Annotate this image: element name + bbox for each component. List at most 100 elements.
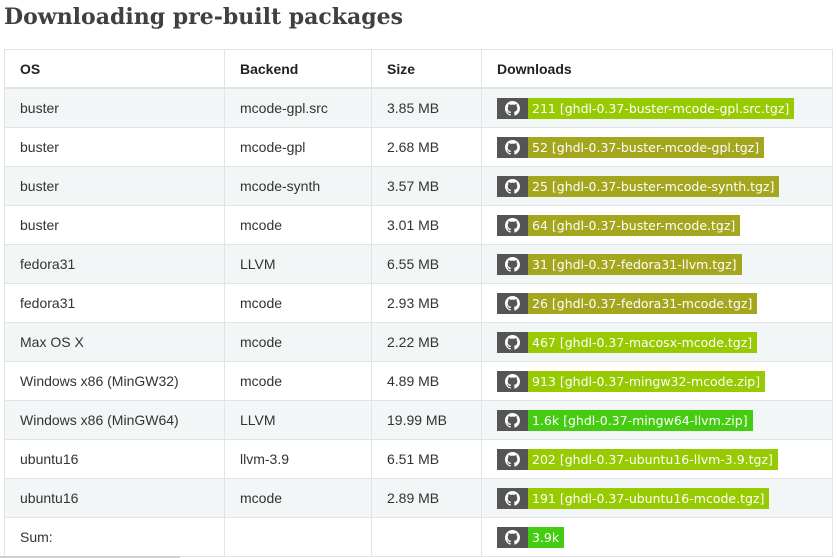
table-row: buster mcode 3.01 MB 64 [ghdl-0.37-buster-m… [4, 205, 833, 245]
github-icon [497, 526, 528, 548]
cell-downloads: 1.6k [ghdl-0.37-mingw64-llvm.zip] [481, 400, 833, 440]
cell-size: 6.51 MB [371, 439, 482, 479]
cell-size: 2.89 MB [371, 478, 482, 518]
cell-os: Max OS X [4, 322, 225, 362]
cell-size: 19.99 MB [371, 400, 482, 440]
table-row: buster mcode-gpl 2.68 MB 52 [ghdl-0.37-bust… [4, 127, 833, 167]
cell-os: ubuntu16 [4, 439, 225, 479]
download-badge-link[interactable]: 25 [ghdl-0.37-buster-mcode-synth.tgz] [497, 175, 780, 197]
download-badge-link[interactable]: 211 [ghdl-0.37-buster-mcode-gpl.src.tgz] [497, 97, 795, 119]
cell-backend: LLVM [224, 400, 372, 440]
cell-size: 3.85 MB [371, 87, 482, 128]
download-badge-label: 211 [ghdl-0.37-buster-mcode-gpl.src.tgz] [528, 97, 795, 119]
cell-os: buster [4, 87, 225, 128]
cell-backend: llvm-3.9 [224, 439, 372, 479]
table-row: fedora31 mcode 2.93 MB 26 [ghdl-0.37-fedora… [4, 283, 833, 323]
github-icon [497, 175, 528, 197]
download-badge-label: 3.9k [528, 526, 565, 548]
page-title: Downloading pre-built packages [4, 4, 404, 30]
cell-size: 6.55 MB [371, 244, 482, 284]
github-icon [497, 448, 528, 470]
cell-sum-label: Sum: [4, 517, 225, 557]
download-badge-label: 191 [ghdl-0.37-ubuntu16-mcode.tgz] [528, 487, 770, 509]
download-badge-label: 52 [ghdl-0.37-buster-mcode-gpl.tgz] [528, 136, 765, 158]
cell-downloads: 211 [ghdl-0.37-buster-mcode-gpl.src.tgz] [481, 87, 833, 128]
cell-downloads: 31 [ghdl-0.37-fedora31-llvm.tgz] [481, 244, 833, 284]
cell-backend: mcode [224, 478, 372, 518]
github-icon [497, 487, 528, 509]
table-row: Windows x86 (MinGW32) mcode 4.89 MB 913 [gh… [4, 361, 833, 401]
table-row: buster mcode-synth 3.57 MB 25 [ghdl-0.37-bu… [4, 166, 833, 206]
cell-downloads: 913 [ghdl-0.37-mingw32-mcode.zip] [481, 361, 833, 401]
cell-os: fedora31 [4, 283, 225, 323]
page-scroll-edge [0, 556, 180, 558]
table-row-sum: Sum: 3.9k [4, 517, 833, 557]
download-badge-label: 913 [ghdl-0.37-mingw32-mcode.zip] [528, 370, 766, 392]
download-badge-link[interactable]: 202 [ghdl-0.37-ubuntu16-llvm-3.9.tgz] [497, 448, 778, 470]
github-icon [497, 409, 528, 431]
table-header-row: OS Backend Size Downloads [4, 49, 833, 89]
header-os: OS [4, 49, 225, 89]
table-row: ubuntu16 mcode 2.89 MB 191 [ghdl-0.37-ubunt… [4, 478, 833, 518]
cell-size: 4.89 MB [371, 361, 482, 401]
download-badge-link[interactable]: 64 [ghdl-0.37-buster-mcode.tgz] [497, 214, 741, 236]
cell-downloads: 202 [ghdl-0.37-ubuntu16-llvm-3.9.tgz] [481, 439, 833, 479]
cell-size: 2.22 MB [371, 322, 482, 362]
cell-os: Windows x86 (MinGW32) [4, 361, 225, 401]
cell-backend: mcode-gpl [224, 127, 372, 167]
github-icon [497, 136, 528, 158]
cell-os: buster [4, 205, 225, 245]
cell-backend: mcode-gpl.src [224, 87, 372, 128]
download-badge-link[interactable]: 191 [ghdl-0.37-ubuntu16-mcode.tgz] [497, 487, 770, 509]
table-row: Windows x86 (MinGW64) LLVM 19.99 MB 1.6k [g… [4, 400, 833, 440]
download-badge-label: 1.6k [ghdl-0.37-mingw64-llvm.zip] [528, 409, 753, 431]
table-row: fedora31 LLVM 6.55 MB 31 [ghdl-0.37-fedora3… [4, 244, 833, 284]
cell-backend: mcode [224, 322, 372, 362]
header-backend: Backend [224, 49, 372, 89]
cell-size: 3.01 MB [371, 205, 482, 245]
cell-downloads: 26 [ghdl-0.37-fedora31-mcode.tgz] [481, 283, 833, 323]
download-badge-link[interactable]: 3.9k [497, 526, 565, 548]
download-badge-label: 64 [ghdl-0.37-buster-mcode.tgz] [528, 214, 741, 236]
cell-backend: mcode-synth [224, 166, 372, 206]
cell-os: fedora31 [4, 244, 225, 284]
cell-os: buster [4, 127, 225, 167]
github-icon [497, 97, 528, 119]
download-badge-link[interactable]: 26 [ghdl-0.37-fedora31-mcode.tgz] [497, 292, 758, 314]
download-badge-link[interactable]: 467 [ghdl-0.37-macosx-mcode.tgz] [497, 331, 758, 353]
cell-downloads: 64 [ghdl-0.37-buster-mcode.tgz] [481, 205, 833, 245]
cell-empty [371, 517, 482, 557]
cell-backend: mcode [224, 361, 372, 401]
cell-os: Windows x86 (MinGW64) [4, 400, 225, 440]
download-badge-label: 26 [ghdl-0.37-fedora31-mcode.tgz] [528, 292, 758, 314]
download-badge-link[interactable]: 913 [ghdl-0.37-mingw32-mcode.zip] [497, 370, 766, 392]
cell-size: 3.57 MB [371, 166, 482, 206]
packages-table: OS Backend Size Downloads buster mcode-gp… [4, 49, 833, 557]
github-icon [497, 253, 528, 275]
cell-size: 2.68 MB [371, 127, 482, 167]
github-icon [497, 370, 528, 392]
header-downloads: Downloads [481, 49, 833, 89]
cell-downloads: 3.9k [481, 517, 833, 557]
download-badge-link[interactable]: 31 [ghdl-0.37-fedora31-llvm.tgz] [497, 253, 742, 275]
table-row: buster mcode-gpl.src 3.85 MB 211 [ghdl-0.37… [4, 87, 833, 128]
cell-backend: LLVM [224, 244, 372, 284]
download-badge-link[interactable]: 52 [ghdl-0.37-buster-mcode-gpl.tgz] [497, 136, 765, 158]
github-icon [497, 331, 528, 353]
cell-downloads: 25 [ghdl-0.37-buster-mcode-synth.tgz] [481, 166, 833, 206]
cell-os: buster [4, 166, 225, 206]
cell-os: ubuntu16 [4, 478, 225, 518]
download-badge-link[interactable]: 1.6k [ghdl-0.37-mingw64-llvm.zip] [497, 409, 753, 431]
cell-downloads: 52 [ghdl-0.37-buster-mcode-gpl.tgz] [481, 127, 833, 167]
github-icon [497, 214, 528, 236]
cell-downloads: 467 [ghdl-0.37-macosx-mcode.tgz] [481, 322, 833, 362]
cell-downloads: 191 [ghdl-0.37-ubuntu16-mcode.tgz] [481, 478, 833, 518]
cell-backend: mcode [224, 205, 372, 245]
cell-size: 2.93 MB [371, 283, 482, 323]
cell-backend: mcode [224, 283, 372, 323]
table-row: ubuntu16 llvm-3.9 6.51 MB 202 [ghdl-0.37-ub… [4, 439, 833, 479]
download-badge-label: 467 [ghdl-0.37-macosx-mcode.tgz] [528, 331, 758, 353]
github-icon [497, 292, 528, 314]
download-badge-label: 25 [ghdl-0.37-buster-mcode-synth.tgz] [528, 175, 780, 197]
